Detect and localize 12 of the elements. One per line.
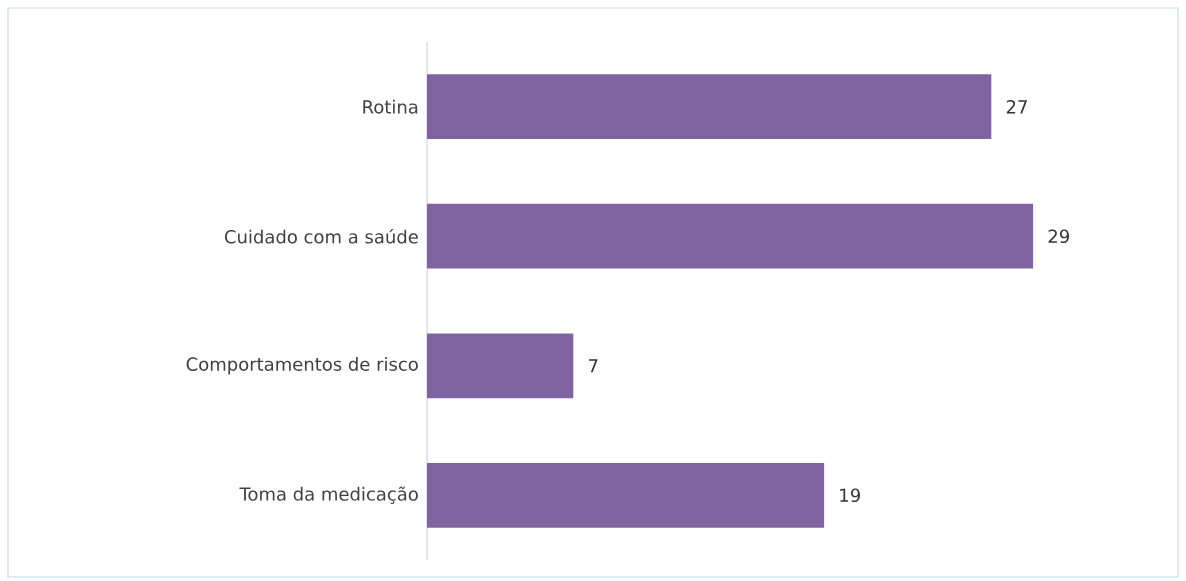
y-tick-label: Rotina bbox=[363, 99, 418, 114]
bar bbox=[427, 333, 574, 399]
y-tick-label: Toma da medicação bbox=[239, 486, 418, 504]
y-tick-label: Comportamentos de risco bbox=[186, 357, 418, 375]
bar bbox=[427, 462, 825, 528]
data-label: 27 bbox=[1006, 100, 1027, 114]
y-tick-label: Cuidado com a saúde bbox=[224, 228, 418, 244]
bar bbox=[427, 74, 992, 140]
data-label: 19 bbox=[840, 488, 860, 503]
data-label: 29 bbox=[1048, 229, 1069, 244]
data-label: 7 bbox=[588, 359, 598, 373]
bar bbox=[427, 203, 1034, 269]
